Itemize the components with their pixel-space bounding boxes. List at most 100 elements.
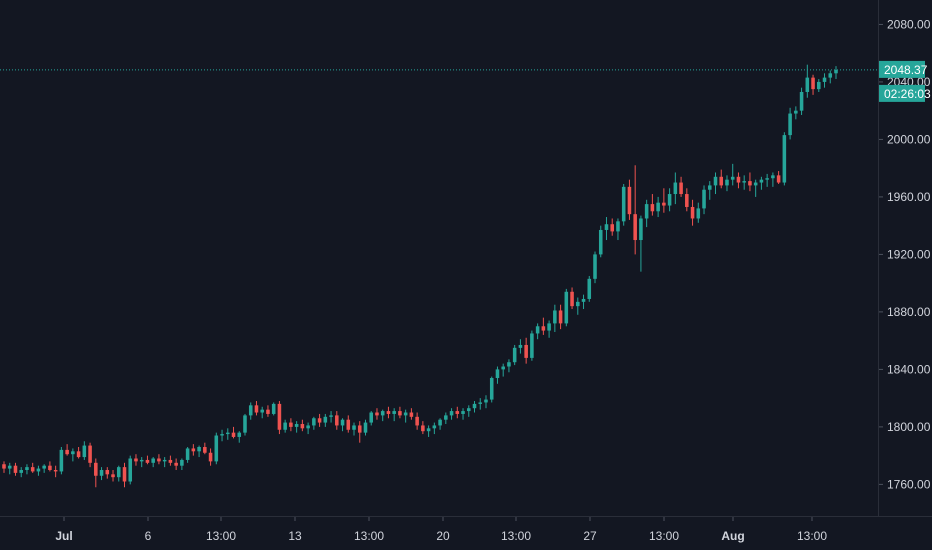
candle <box>828 70 833 84</box>
candle-body <box>466 408 471 412</box>
candle <box>524 337 528 364</box>
candle <box>650 194 655 216</box>
candle-body <box>593 254 597 279</box>
candle-body <box>438 419 442 426</box>
candle <box>48 461 52 472</box>
candle <box>817 79 821 92</box>
candle-body <box>48 465 52 471</box>
candle-body <box>656 202 660 212</box>
candle <box>432 422 437 435</box>
candle <box>260 406 264 419</box>
candle-body <box>65 449 69 455</box>
candle <box>243 413 247 436</box>
candle-body <box>507 362 511 367</box>
candle-body <box>122 467 127 482</box>
candle-body <box>128 458 133 482</box>
candle <box>593 251 597 284</box>
candle <box>690 199 695 226</box>
candle-body <box>811 77 815 90</box>
time-tick-label: 6 <box>145 529 152 543</box>
candle-body <box>30 467 35 472</box>
candle-body <box>346 419 351 430</box>
candle <box>415 412 419 430</box>
candle-body <box>271 403 276 414</box>
candle <box>174 458 178 471</box>
candle <box>449 408 454 420</box>
candle-body <box>94 462 98 476</box>
candle <box>392 408 396 422</box>
candle-body <box>329 415 333 417</box>
candle <box>82 441 87 460</box>
price-axis[interactable]: 2080.002040.002000.001960.001920.001880.… <box>879 17 931 491</box>
candle <box>771 172 775 187</box>
time-axis[interactable]: Jul 6 13:00 13 13:00 20 13:00 27 13:00 Aug 13:00 <box>55 517 827 543</box>
candle <box>380 409 385 422</box>
price-tick-label: 1800.00 <box>887 420 931 434</box>
candle-body <box>748 181 752 186</box>
candle-body <box>518 344 523 348</box>
candle <box>495 366 500 384</box>
candle-body <box>834 69 838 74</box>
candle <box>369 411 374 426</box>
candle <box>576 297 580 315</box>
candle-body <box>300 424 305 429</box>
candle <box>742 175 746 190</box>
candle <box>312 416 316 430</box>
candle <box>656 196 660 218</box>
price-tick-label: 1840.00 <box>887 362 931 376</box>
time-tick-label: Jul <box>55 529 72 543</box>
candle <box>346 415 351 433</box>
candle <box>30 462 35 473</box>
time-tick-label: 13:00 <box>797 529 827 543</box>
candle <box>94 458 98 488</box>
candle <box>535 323 540 340</box>
candle-body <box>799 91 804 111</box>
candle-body <box>713 176 718 186</box>
candle-body <box>111 474 115 478</box>
candle <box>25 464 29 475</box>
candle <box>541 317 546 335</box>
candle-body <box>530 333 534 358</box>
candle <box>753 179 758 197</box>
candle <box>587 275 592 302</box>
candle-body <box>185 448 190 460</box>
candle-body <box>765 178 769 180</box>
candle-body <box>512 347 517 363</box>
candle-body <box>421 425 425 432</box>
time-tick-label: 27 <box>583 529 597 543</box>
current-price-label: 2048.37 <box>879 60 928 78</box>
candle <box>7 462 12 475</box>
candle-body <box>105 470 110 475</box>
candle <box>352 422 356 436</box>
candle-body <box>226 432 230 435</box>
candle-body <box>461 411 465 414</box>
candle-body <box>99 470 104 476</box>
candle <box>644 199 649 228</box>
candle-body <box>598 229 603 255</box>
candle-body <box>679 182 683 195</box>
candle <box>386 406 391 419</box>
candle-body <box>139 459 144 462</box>
candle <box>248 402 253 420</box>
candle <box>616 218 620 241</box>
candle-body <box>673 182 678 195</box>
price-tick-label: 1760.00 <box>887 477 931 491</box>
candle-body <box>340 419 345 426</box>
candle-body <box>489 378 494 400</box>
candle-body <box>696 208 701 219</box>
candle <box>788 107 792 140</box>
candle-body <box>237 432 242 437</box>
candle-body <box>702 189 706 209</box>
candle-body <box>243 415 247 433</box>
candle-body <box>616 221 620 232</box>
candle <box>403 409 408 423</box>
candle-body <box>409 412 414 417</box>
candle-body <box>375 412 379 416</box>
candle-body <box>730 176 735 180</box>
candle-body <box>386 411 391 414</box>
candle-body <box>2 464 6 469</box>
candle <box>116 465 121 482</box>
candle <box>472 401 477 413</box>
candle-body <box>449 411 454 416</box>
